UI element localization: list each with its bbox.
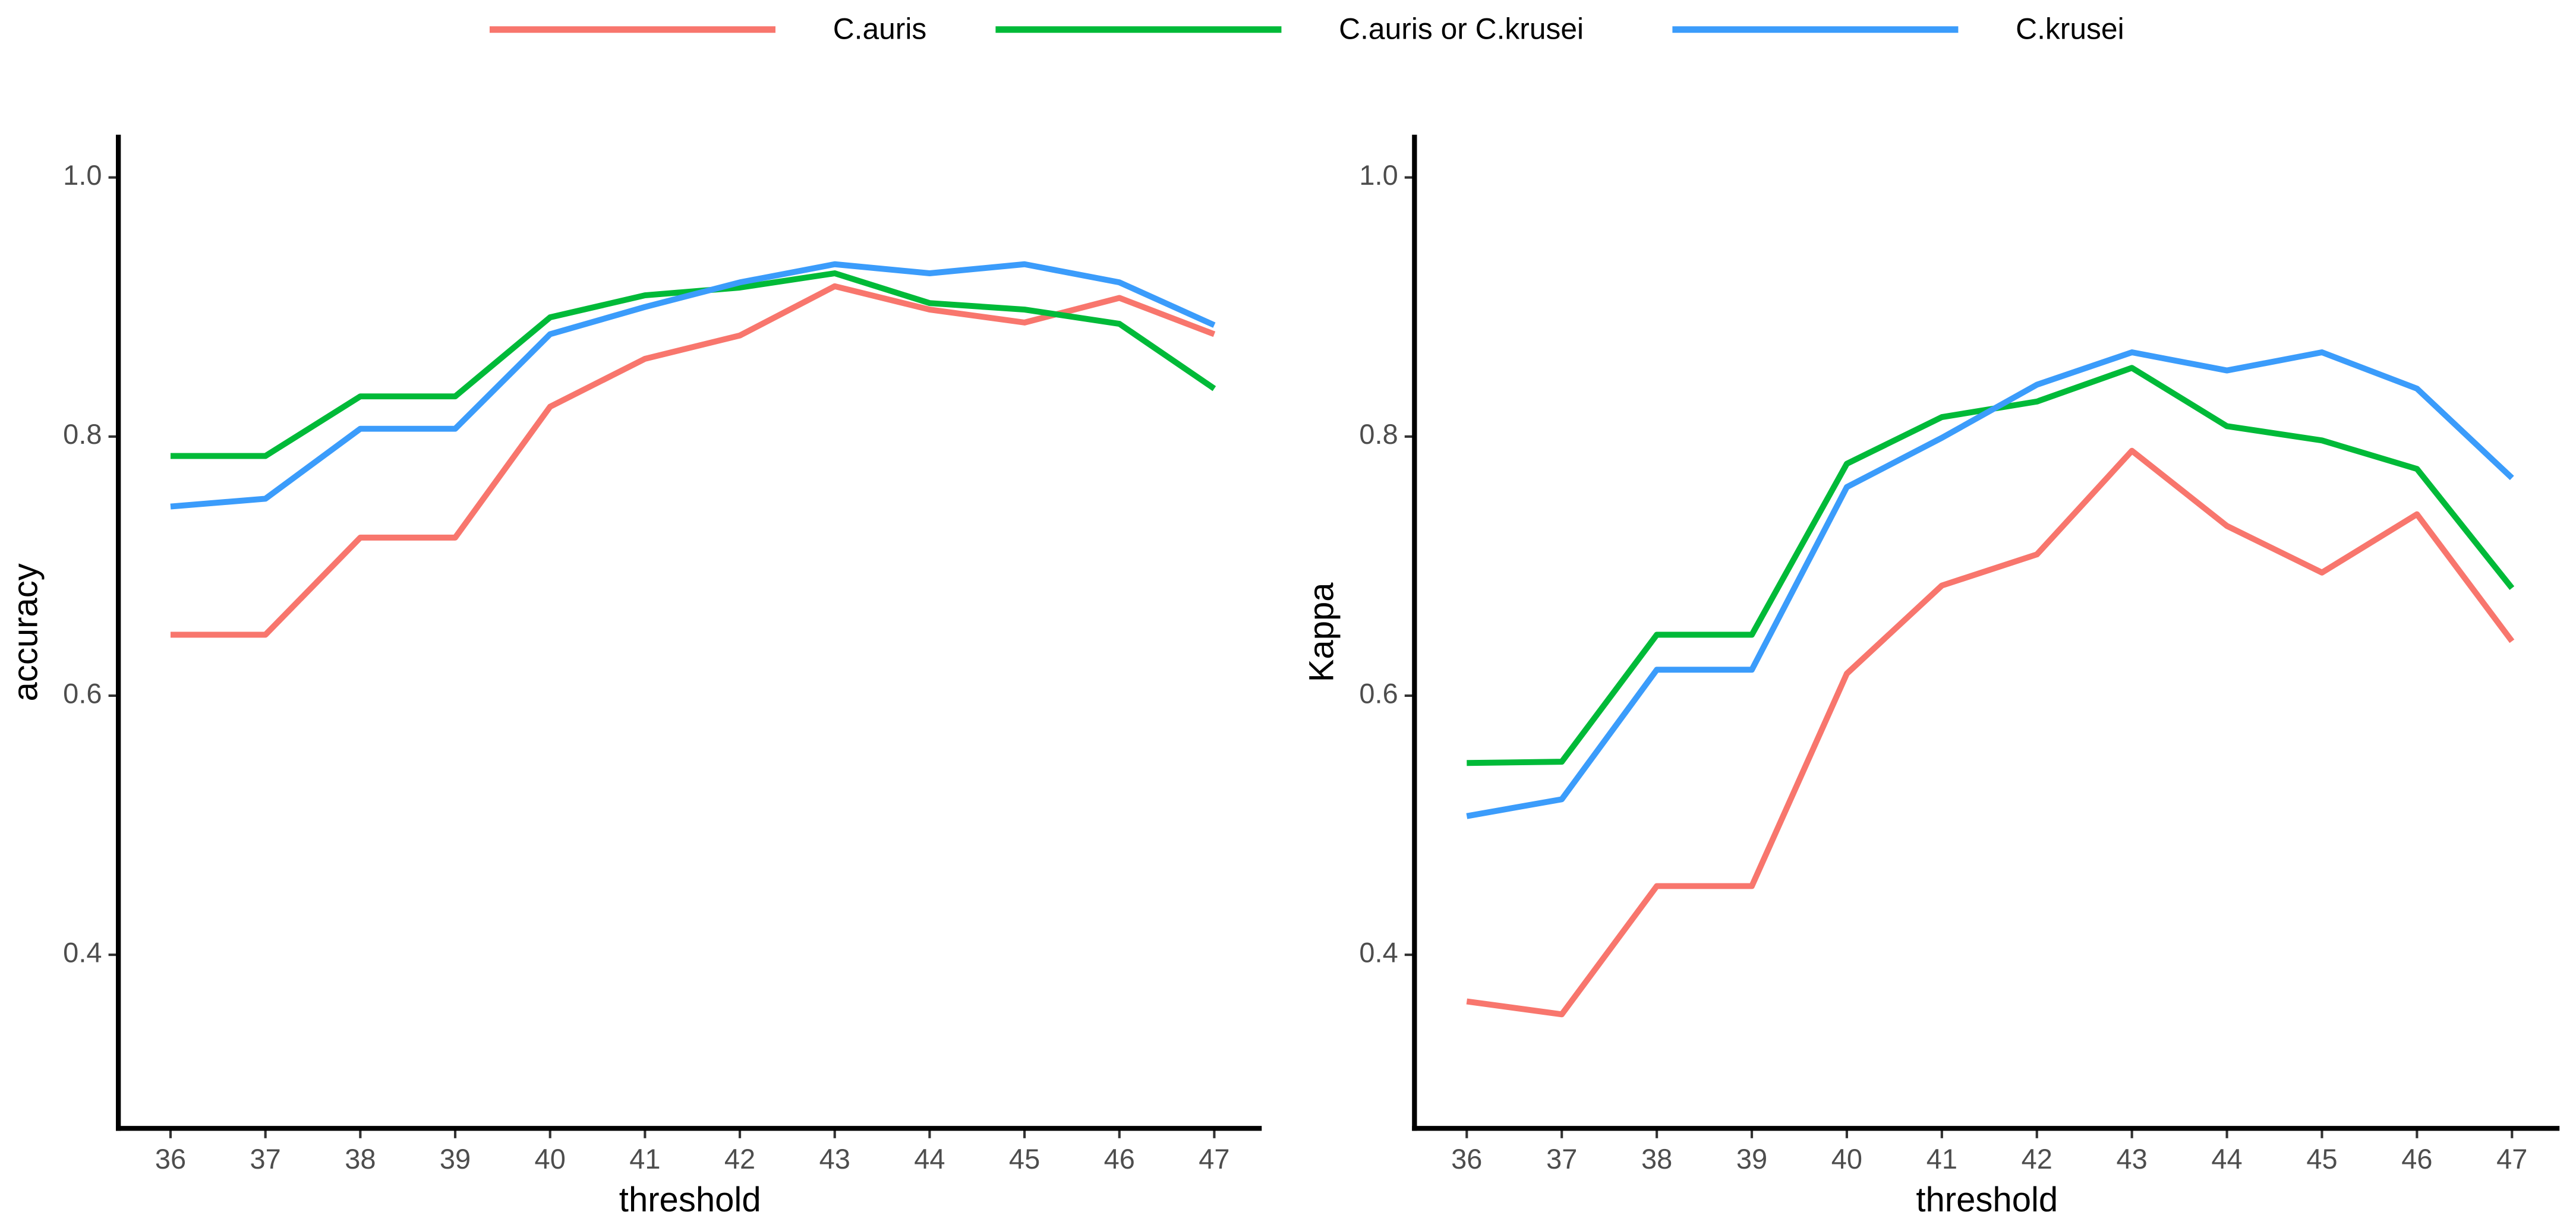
series-line [1466,349,2514,819]
y-tick-label: 0.6 [63,677,102,709]
x-tick-label: 40 [535,1143,566,1175]
y-axis-title: Kappa [1303,582,1341,683]
y-tick-label: 0.8 [63,418,102,450]
x-tick-label: 41 [629,1143,660,1175]
x-tick-label: 36 [1451,1143,1482,1175]
y-tick-label: 1.0 [1359,159,1398,191]
x-tick-label: 37 [1546,1143,1577,1175]
series-line [170,283,1216,638]
x-axis-title: threshold [1916,1181,2058,1219]
y-tick-label: 0.6 [1359,677,1398,709]
x-tick-label: 41 [1927,1143,1957,1175]
series-line [1467,365,2515,766]
x-tick-label: 43 [819,1143,850,1175]
y-tick-label: 0.8 [1359,418,1398,450]
y-axis-title: accuracy [6,563,45,701]
legend-label: C.auris or C.krusei [1339,12,1584,46]
x-tick-label: 42 [724,1143,755,1175]
y-tick-label: 0.4 [1359,936,1398,968]
x-tick-label: 44 [914,1143,945,1175]
y-tick-label: 0.4 [63,936,102,968]
x-tick-label: 47 [1199,1143,1229,1175]
x-tick-label: 40 [1831,1143,1862,1175]
x-tick-label: 39 [440,1143,471,1175]
x-tick-label: 47 [2496,1143,2527,1175]
legend-label: C.auris [833,12,927,46]
x-tick-label: 46 [1104,1143,1135,1175]
series-line [170,261,1216,510]
y-tick-label: 1.0 [63,159,102,191]
x-tick-label: 45 [1009,1143,1040,1175]
x-tick-label: 36 [155,1143,186,1175]
x-tick-label: 45 [2306,1143,2337,1175]
x-tick-label: 43 [2117,1143,2148,1175]
x-tick-label: 39 [1736,1143,1767,1175]
x-tick-label: 38 [345,1143,376,1175]
x-tick-label: 42 [2022,1143,2052,1175]
x-tick-label: 44 [2211,1143,2242,1175]
legend-label: C.krusei [2016,12,2124,46]
series-line [1466,447,2515,1018]
x-axis-title: threshold [619,1181,761,1219]
x-tick-label: 46 [2401,1143,2432,1175]
x-tick-label: 37 [250,1143,281,1175]
x-tick-label: 38 [1641,1143,1672,1175]
series-line [170,270,1216,459]
